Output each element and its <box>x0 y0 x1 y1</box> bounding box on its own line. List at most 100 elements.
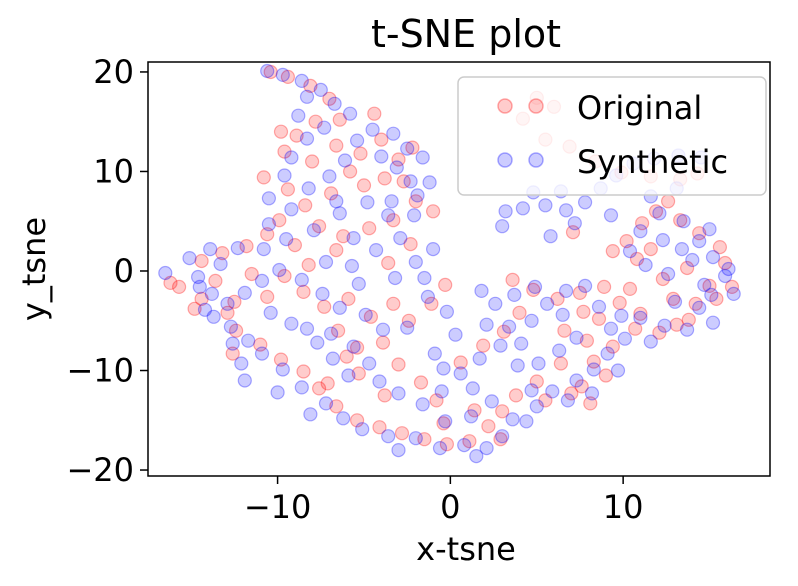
original-point-110 <box>496 324 511 339</box>
original-point-72 <box>622 281 638 296</box>
synthetic-point-168 <box>697 277 712 292</box>
original-point-126 <box>605 339 620 354</box>
original-point-93 <box>317 299 332 314</box>
synthetic-point-50 <box>603 321 619 336</box>
synthetic-point-2 <box>294 73 309 89</box>
synthetic-point-182 <box>514 336 529 351</box>
synthetic-point-111 <box>325 351 340 366</box>
synthetic-point-135 <box>369 243 384 258</box>
synthetic-point-112 <box>310 335 325 350</box>
synthetic-point-94 <box>375 322 391 337</box>
synthetic-point-185 <box>436 361 451 376</box>
synthetic-point-141 <box>261 191 276 206</box>
y-axis-label: y_tsne <box>15 217 53 321</box>
original-point-9 <box>329 138 344 153</box>
original-point-114 <box>273 124 289 139</box>
original-point-2 <box>303 78 318 94</box>
original-point-109 <box>476 338 491 353</box>
synthetic-point-105 <box>324 326 339 341</box>
y-axis-ticks: −20 −10 0 10 20 <box>66 53 148 489</box>
synthetic-point-70 <box>515 201 531 216</box>
original-point-125 <box>598 368 614 383</box>
synthetic-point-72 <box>558 203 574 218</box>
synthetic-point-7 <box>284 150 299 165</box>
synthetic-point-165 <box>617 331 633 346</box>
synthetic-point-117 <box>438 414 453 429</box>
synthetic-point-42 <box>457 438 472 453</box>
synthetic-point-20 <box>360 195 375 210</box>
original-point-32 <box>220 305 235 320</box>
original-point-115 <box>367 106 382 121</box>
synthetic-point-80 <box>415 397 430 412</box>
synthetic-point-56 <box>692 300 707 315</box>
synthetic-point-134 <box>393 231 408 246</box>
original-point-124 <box>583 396 598 411</box>
original-point-143 <box>227 294 242 309</box>
synthetic-point-169 <box>726 286 741 301</box>
synthetic-point-91 <box>507 287 522 302</box>
original-point-7 <box>277 144 292 159</box>
synthetic-point-27 <box>182 251 197 266</box>
synthetic-point-172 <box>674 242 690 257</box>
synthetic-point-33 <box>254 346 270 361</box>
synthetic-point-51 <box>591 299 607 314</box>
synthetic-point-92 <box>488 296 503 311</box>
original-point-117 <box>256 170 271 185</box>
synthetic-point-132 <box>408 254 423 270</box>
synthetic-point-128 <box>439 304 454 319</box>
original-point-139 <box>329 243 344 258</box>
synthetic-point-89 <box>577 278 593 293</box>
y-tick-label-3: 10 <box>93 152 134 190</box>
synthetic-point-103 <box>206 309 221 324</box>
synthetic-point-21 <box>332 206 347 221</box>
synthetic-point-116 <box>234 356 249 371</box>
synthetic-point-183 <box>479 317 494 332</box>
original-point-142 <box>381 255 396 271</box>
synthetic-point-101 <box>237 285 252 300</box>
legend-box <box>457 76 767 196</box>
synthetic-point-53 <box>633 310 648 325</box>
original-point-10 <box>353 146 368 161</box>
synthetic-point-71 <box>538 198 553 213</box>
synthetic-point-149 <box>407 208 422 223</box>
original-point-95 <box>277 268 292 284</box>
synthetic-point-157 <box>391 443 406 458</box>
synthetic-point-166 <box>643 334 658 349</box>
original-point-111 <box>512 305 527 320</box>
synthetic-point-126 <box>427 346 442 361</box>
synthetic-point-5 <box>317 120 332 135</box>
original-point-54 <box>612 295 627 310</box>
original-point-11 <box>374 132 389 147</box>
synthetic-point-106 <box>346 339 361 354</box>
synthetic-point-4 <box>327 96 342 111</box>
synthetic-point-99 <box>272 262 287 278</box>
y-tick-label-4: 20 <box>93 53 134 91</box>
original-point-35 <box>273 352 289 367</box>
original-point-76 <box>629 251 645 267</box>
synthetic-point-148 <box>422 175 437 190</box>
synthetic-point-150 <box>381 208 396 223</box>
synthetic-point-22 <box>306 223 321 238</box>
synthetic-point-130 <box>351 276 366 291</box>
synthetic-point-146 <box>374 149 389 164</box>
synthetic-point-121 <box>510 358 525 373</box>
original-point-91 <box>350 340 365 355</box>
chart-title: t-SNE plot <box>371 12 561 56</box>
synthetic-point-108 <box>372 374 387 389</box>
synthetic-point-143 <box>291 108 306 123</box>
synthetic-point-110 <box>341 368 356 383</box>
original-point-67 <box>702 278 717 293</box>
original-point-119 <box>225 346 240 361</box>
original-point-0 <box>263 64 278 80</box>
synthetic-point-127 <box>448 327 463 342</box>
original-point-33 <box>229 323 244 338</box>
synthetic-point-46 <box>545 384 560 399</box>
synthetic-point-57 <box>704 287 719 302</box>
synthetic-point-31 <box>223 319 238 334</box>
synthetic-point-23 <box>279 232 294 247</box>
original-point-106 <box>339 349 354 364</box>
synthetic-point-178 <box>603 208 619 223</box>
legend-marker-original-2 <box>528 98 544 114</box>
